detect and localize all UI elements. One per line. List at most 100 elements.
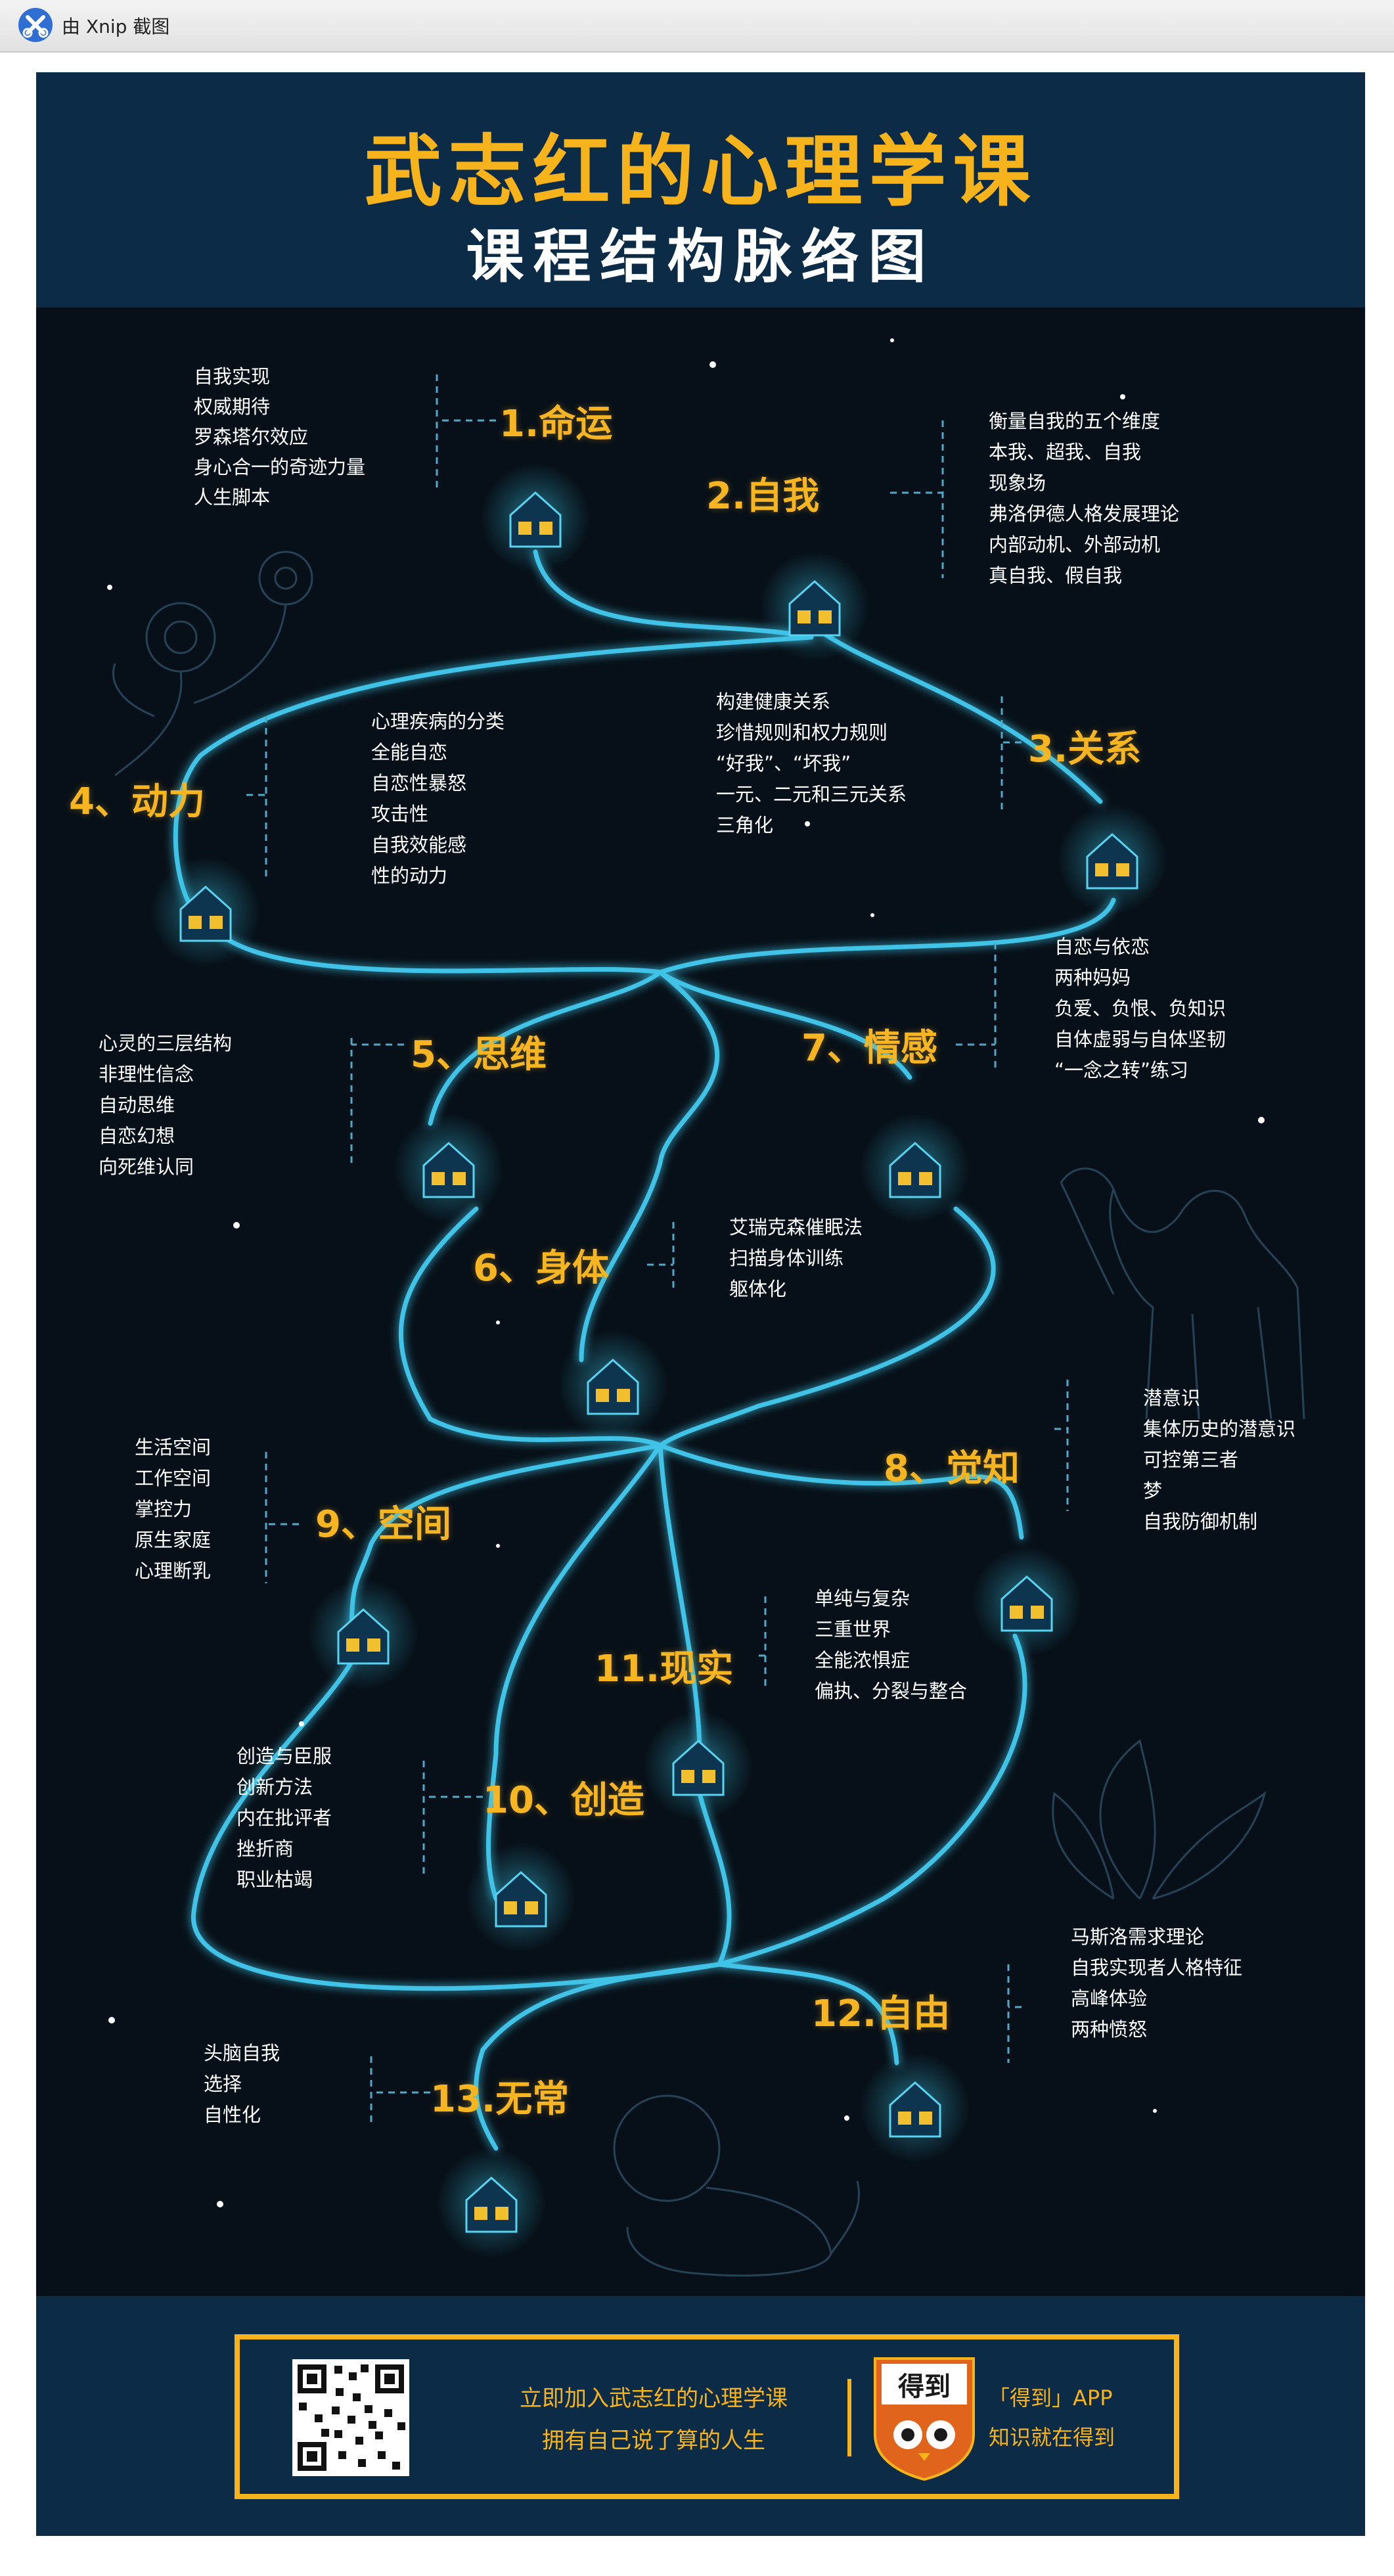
topic-item: 躯体化 [729,1278,787,1300]
topic-item: 本我、超我、自我 [989,441,1142,463]
topic-title: 9、空间 [315,1503,451,1546]
star-icon [496,1321,500,1324]
topic-item: 两种妈妈 [1054,966,1131,989]
topic-item: 心灵的三层结构 [99,1032,233,1054]
topic-item: 头脑自我 [204,2042,281,2064]
topic-item: 弗洛伊德人格发展理论 [989,503,1180,525]
topic-item: 原生家庭 [135,1529,212,1551]
star-icon [233,1222,240,1229]
owl-logo-icon: 得到 [872,2356,976,2481]
footer-divider [847,2379,851,2456]
topic-item: 构建健康关系 [716,690,831,713]
camel-drawing [1060,1167,1305,1420]
topic-item: 心理断乳 [135,1560,212,1582]
topic-item: 心理疾病的分类 [371,710,505,733]
topic-item: 偏执、分裂与整合 [815,1680,968,1702]
topic-title: 4、动力 [69,780,205,823]
topic-item: 自性化 [204,2104,261,2126]
topic-item: “一念之转”练习 [1054,1059,1189,1081]
plant-drawing [1052,1739,1267,1900]
star-icon [217,2201,223,2207]
topic-title: 10、创造 [483,1779,644,1822]
logo-text: 得到 [898,2371,951,2402]
topic-item: 人生脚本 [194,486,271,508]
topic-item: 负爱、负恨、负知识 [1054,997,1226,1020]
topic-item: 攻击性 [371,803,429,825]
star-icon [870,913,874,917]
topic-item: 自动思维 [99,1094,175,1116]
poster: 武志红的心理学课 课程结构脉络图 [36,72,1365,2536]
house-icon [559,1331,667,1439]
topic-item: 工作空间 [135,1467,212,1489]
topic-item: 创造与臣服 [236,1745,332,1767]
topic-title: 13.无常 [430,2078,570,2121]
topic-item: 自恋性暴怒 [371,772,467,794]
star-icon [1258,1117,1265,1123]
flower-drawing [112,551,313,777]
topic-item: 全能自恋 [371,741,448,763]
footer-cta-line1: 立即加入武志红的心理学课 [520,2385,788,2412]
house-icon [395,1114,503,1222]
topic-title: 5、思维 [411,1033,547,1076]
poster-title: 武志红的心理学课 [364,126,1037,217]
star-icon [890,338,894,342]
house-icon [861,2054,969,2161]
topic-item: 内部动机、外部动机 [989,533,1161,556]
star-icon [844,2115,849,2121]
star-icon [709,361,716,368]
house-icon [482,464,589,572]
house-icon [152,858,259,966]
dashed-connectors [246,374,1069,2122]
topic-item: 自恋幻想 [99,1125,175,1147]
house-icon [761,553,868,660]
star-icon [299,1721,304,1727]
footer-slogan: 知识就在得到 [989,2425,1115,2450]
topic-item: 身心合一的奇迹力量 [194,456,366,478]
topic-title: 8、觉知 [884,1447,1020,1490]
house-icon [467,1843,575,1951]
topic-item: 潜意识 [1143,1387,1201,1409]
topic-item: 挫折商 [236,1838,294,1860]
topic-item: 权威期待 [194,395,271,418]
house-icon [973,1548,1081,1656]
topic-item: 单纯与复杂 [815,1587,911,1610]
house-icon [438,2149,545,2257]
topic-title: 7、情感 [801,1027,937,1070]
topic-item: 马斯洛需求理论 [1071,1926,1205,1948]
topic-item: 性的动力 [371,865,448,887]
topic-item: 三重世界 [815,1618,891,1640]
topic-item: 真自我、假自我 [989,564,1123,587]
poster-footer: 立即加入武志红的心理学课 拥有自己说了算的人生 得到 「得到」APP 知识就在得… [36,2296,1365,2536]
topic-item: 可控第三者 [1143,1449,1239,1471]
house-icon [309,1581,417,1688]
topic-item: 集体历史的潜意识 [1143,1418,1296,1440]
topic-item: 自我效能感 [371,834,467,856]
window-title: 由 Xnip 截图 [62,16,170,37]
poster-header: 武志红的心理学课 课程结构脉络图 [36,72,1365,307]
star-icon [107,585,112,590]
topic-item: 非理性信念 [99,1063,194,1085]
topic-item: 珍惜规则和权力规则 [716,721,888,744]
house-icon [861,1114,969,1222]
topic-item: 向死维认同 [99,1156,194,1178]
star-icon [1153,2109,1157,2113]
window-titlebar: 由 Xnip 截图 [0,0,1394,53]
topic-item: 生活空间 [135,1436,212,1458]
topic-item: 掌控力 [135,1498,192,1520]
topic-item: 现象场 [989,472,1046,494]
topic-item: 艾瑞克森催眠法 [729,1216,863,1238]
qr-code-icon [292,2359,409,2476]
topic-title: 1.命运 [499,403,613,445]
topic-item: 创新方法 [236,1776,313,1798]
topic-item: 罗森塔尔效应 [194,426,309,448]
topic-item: 内在批评者 [236,1807,332,1829]
star-icon [496,1544,500,1548]
footer-cta-line2: 拥有自己说了算的人生 [542,2428,765,2454]
topic-title: 3.关系 [1028,728,1142,771]
topic-item: 一元、二元和三元关系 [716,783,907,805]
topic-item: 自体虚弱与自体坚韧 [1054,1028,1226,1051]
topic-item: 衡量自我的五个维度 [989,410,1161,432]
footer-app-name: 「得到」APP [989,2385,1113,2410]
topic-item: 高峰体验 [1071,1987,1148,2010]
topic-item: 自我实现者人格特征 [1071,1956,1243,1979]
